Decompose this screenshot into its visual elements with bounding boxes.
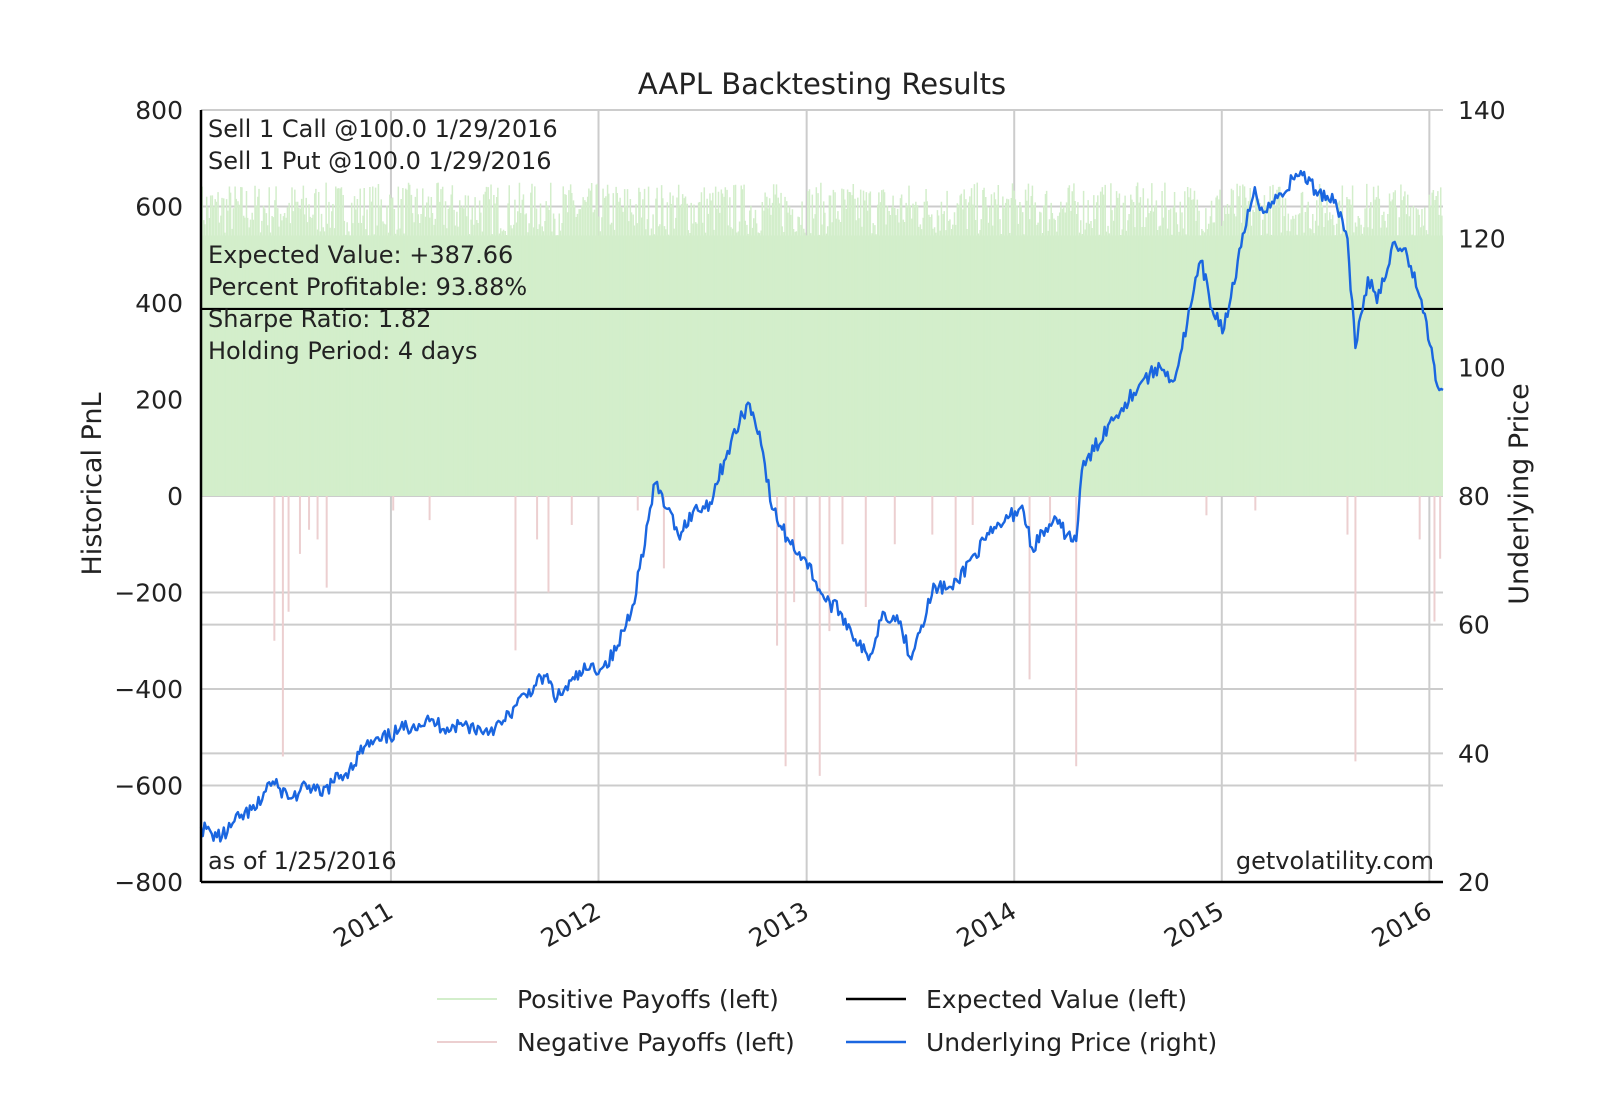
y-tick-label-left: −400: [114, 675, 183, 704]
y-tick-label-right: 60: [1458, 611, 1490, 640]
y-tick-label-left: −800: [114, 868, 183, 897]
positive-payoffs: [200, 182, 1443, 496]
stat-expected-value: Expected Value: +387.66: [208, 241, 513, 269]
y-tick-label-right: 80: [1458, 482, 1490, 511]
legend-label-expected: Expected Value (left): [926, 985, 1187, 1014]
y-axis-label-right: Underlying Price: [1504, 383, 1535, 604]
legend-label-positive: Positive Payoffs (left): [517, 985, 779, 1014]
as-of-date: as of 1/25/2016: [208, 847, 397, 875]
y-tick-label-right: 20: [1458, 868, 1490, 897]
y-tick-label-left: −200: [114, 579, 183, 608]
source-label: getvolatility.com: [1236, 847, 1434, 875]
strategy-put: Sell 1 Put @100.0 1/29/2016: [208, 147, 552, 175]
y-axis-label-left: Historical PnL: [77, 392, 108, 575]
y-tick-label-left: 600: [135, 193, 183, 222]
y-tick-label-left: 200: [135, 386, 183, 415]
y-tick-label-left: 400: [135, 289, 183, 318]
price-line: [199, 169, 1444, 843]
y-tick-label-left: −600: [114, 772, 183, 801]
stat-sharpe-ratio: Sharpe Ratio: 1.82: [208, 305, 431, 333]
y-tick-label-left: 0: [167, 482, 183, 511]
legend-label-price: Underlying Price (right): [926, 1028, 1217, 1057]
legend-label-negative: Negative Payoffs (left): [517, 1028, 795, 1057]
chart-title: AAPL Backtesting Results: [638, 67, 1006, 101]
plot-frame: [199, 110, 1443, 884]
price-layer: [199, 169, 1444, 843]
y-tick-label-right: 40: [1458, 739, 1490, 768]
y-tick-label-right: 100: [1458, 353, 1506, 382]
y-tick-label-right: 120: [1458, 225, 1506, 254]
stat-holding-period: Holding Period: 4 days: [208, 337, 477, 365]
stat-percent-profitable: Percent Profitable: 93.88%: [208, 273, 527, 301]
y-tick-label-right: 140: [1458, 96, 1506, 125]
strategy-call: Sell 1 Call @100.0 1/29/2016: [208, 115, 558, 143]
y-tick-label-left: 800: [135, 96, 183, 125]
legend: Positive Payoffs (left) Negative Payoffs…: [437, 985, 1217, 1057]
